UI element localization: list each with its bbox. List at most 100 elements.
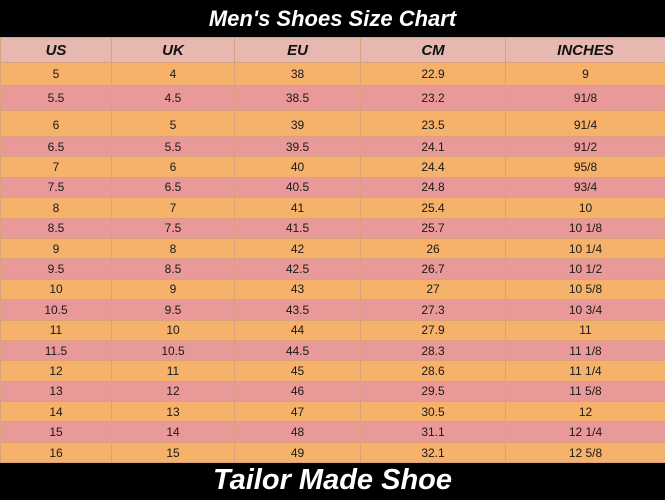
cell-eu: 44 xyxy=(234,319,361,341)
cell-inches: 91/8 xyxy=(505,85,665,111)
table-row: 7 6 40 24.4 95/8 xyxy=(0,156,665,178)
cell-inches: 91/4 xyxy=(505,110,665,137)
cell-eu: 46 xyxy=(234,380,361,403)
cell-us: 12 xyxy=(0,360,112,382)
cell-us: 7.5 xyxy=(0,176,112,199)
cell-eu: 43.5 xyxy=(234,299,361,321)
cell-uk: 6.5 xyxy=(111,176,235,199)
column-header-inches: INCHES xyxy=(505,37,665,63)
cell-inches: 11 5/8 xyxy=(505,380,665,403)
cell-eu: 38.5 xyxy=(234,85,361,111)
chart-title: Men's Shoes Size Chart xyxy=(208,6,457,31)
cell-inches: 10 1/8 xyxy=(505,217,665,239)
cell-us: 10.5 xyxy=(0,299,112,321)
cell-cm: 27.3 xyxy=(360,299,506,321)
cell-uk: 7 xyxy=(111,197,235,219)
cell-uk: 15 xyxy=(111,441,235,464)
cell-cm: 30.5 xyxy=(360,401,506,423)
cell-uk: 8 xyxy=(111,237,235,260)
cell-eu: 38 xyxy=(234,62,361,86)
table-row: 14 13 47 30.5 12 xyxy=(0,401,665,423)
cell-us: 7 xyxy=(0,156,112,178)
cell-cm: 32.1 xyxy=(360,441,506,464)
cell-cm: 26.7 xyxy=(360,258,506,280)
table-row: 11.5 10.5 44.5 28.3 11 1/8 xyxy=(0,339,665,362)
cell-us: 8 xyxy=(0,197,112,219)
cell-eu: 43 xyxy=(234,278,361,301)
cell-cm: 26 xyxy=(360,237,506,260)
cell-cm: 22.9 xyxy=(360,62,506,86)
cell-eu: 48 xyxy=(234,421,361,443)
column-header-eu: EU xyxy=(234,37,361,63)
header-row: US UK EU CM INCHES xyxy=(0,37,665,63)
cell-cm: 24.8 xyxy=(360,176,506,199)
cell-eu: 40 xyxy=(234,156,361,178)
table-row: 6 5 39 23.5 91/4 xyxy=(0,110,665,137)
cell-eu: 39.5 xyxy=(234,135,361,158)
cell-uk: 12 xyxy=(111,380,235,403)
cell-inches: 12 xyxy=(505,401,665,423)
cell-eu: 42 xyxy=(234,237,361,260)
cell-eu: 42.5 xyxy=(234,258,361,280)
cell-eu: 41.5 xyxy=(234,217,361,239)
cell-inches: 11 xyxy=(505,319,665,341)
table-row: 8 7 41 25.4 10 xyxy=(0,197,665,219)
cell-us: 9.5 xyxy=(0,258,112,280)
table-row: 5.5 4.5 38.5 23.2 91/8 xyxy=(0,85,665,111)
cell-us: 8.5 xyxy=(0,217,112,239)
table-row: 13 12 46 29.5 11 5/8 xyxy=(0,380,665,403)
table-row: 15 14 48 31.1 12 1/4 xyxy=(0,421,665,443)
cell-us: 6 xyxy=(0,110,112,137)
cell-inches: 10 5/8 xyxy=(505,278,665,301)
cell-cm: 25.4 xyxy=(360,197,506,219)
cell-eu: 44.5 xyxy=(234,339,361,362)
table-row: 9.5 8.5 42.5 26.7 10 1/2 xyxy=(0,258,665,280)
cell-uk: 5.5 xyxy=(111,135,235,158)
cell-cm: 23.2 xyxy=(360,85,506,111)
cell-cm: 28.6 xyxy=(360,360,506,382)
cell-inches: 9 xyxy=(505,62,665,86)
cell-us: 6.5 xyxy=(0,135,112,158)
cell-inches: 91/2 xyxy=(505,135,665,158)
cell-inches: 12 5/8 xyxy=(505,441,665,464)
cell-uk: 4 xyxy=(111,62,235,86)
cell-us: 13 xyxy=(0,380,112,403)
cell-eu: 47 xyxy=(234,401,361,423)
cell-eu: 49 xyxy=(234,441,361,464)
column-header-cm: CM xyxy=(360,37,506,63)
cell-uk: 7.5 xyxy=(111,217,235,239)
cell-us: 9 xyxy=(0,237,112,260)
cell-inches: 10 3/4 xyxy=(505,299,665,321)
cell-us: 11.5 xyxy=(0,339,112,362)
cell-uk: 13 xyxy=(111,401,235,423)
cell-eu: 40.5 xyxy=(234,176,361,199)
column-header-uk: UK xyxy=(111,37,235,63)
cell-inches: 10 xyxy=(505,197,665,219)
cell-uk: 11 xyxy=(111,360,235,382)
size-table: US UK EU CM INCHES 5 4 38 22.9 9 5.5 4.5 38.5 23.2 91… xyxy=(0,37,665,464)
cell-us: 10 xyxy=(0,278,112,301)
cell-us: 11 xyxy=(0,319,112,341)
cell-inches: 93/4 xyxy=(505,176,665,199)
cell-cm: 23.5 xyxy=(360,110,506,137)
cell-us: 16 xyxy=(0,441,112,464)
cell-cm: 25.7 xyxy=(360,217,506,239)
cell-inches: 11 1/8 xyxy=(505,339,665,362)
cell-cm: 27.9 xyxy=(360,319,506,341)
cell-uk: 10 xyxy=(111,319,235,341)
table-row: 16 15 49 32.1 12 5/8 xyxy=(0,441,665,464)
table-row: 6.5 5.5 39.5 24.1 91/2 xyxy=(0,135,665,158)
table-row: 9 8 42 26 10 1/4 xyxy=(0,237,665,260)
table-row: 5 4 38 22.9 9 xyxy=(0,62,665,86)
cell-uk: 9 xyxy=(111,278,235,301)
cell-cm: 31.1 xyxy=(360,421,506,443)
cell-us: 5.5 xyxy=(0,85,112,111)
cell-inches: 10 1/2 xyxy=(505,258,665,280)
cell-uk: 10.5 xyxy=(111,339,235,362)
cell-uk: 9.5 xyxy=(111,299,235,321)
cell-uk: 4.5 xyxy=(111,85,235,111)
column-header-us: US xyxy=(0,37,112,63)
cell-cm: 28.3 xyxy=(360,339,506,362)
table-row: 10 9 43 27 10 5/8 xyxy=(0,278,665,301)
cell-cm: 24.1 xyxy=(360,135,506,158)
